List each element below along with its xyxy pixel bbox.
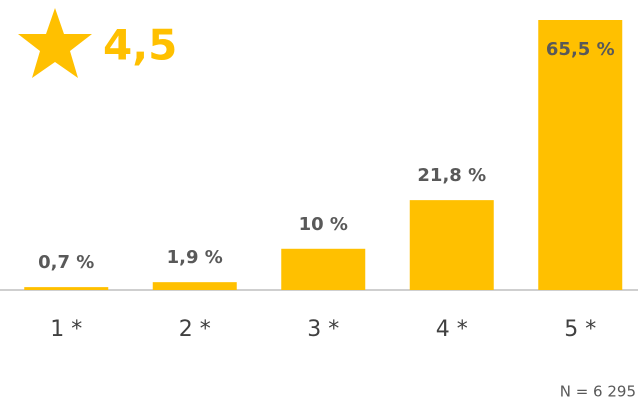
value-label: 10 % [299,214,348,235]
category-label: 2 * [179,317,211,342]
category-label: 4 * [436,317,468,342]
star-icon [18,8,92,78]
rating: 4,5 [103,21,177,70]
category-label: 5 * [564,317,596,342]
value-label: 65,5 % [546,39,615,60]
category-label: 1 * [50,317,82,342]
bar [152,282,237,290]
bar [281,248,366,290]
bar [538,20,623,290]
category-label: 3 * [307,317,339,342]
value-label: 1,9 % [167,247,223,268]
sample-size: N = 6 295 [560,383,636,401]
value-label: 21,8 % [417,165,486,186]
value-label: 0,7 % [38,252,94,273]
bar [24,287,109,290]
bar [409,200,494,290]
